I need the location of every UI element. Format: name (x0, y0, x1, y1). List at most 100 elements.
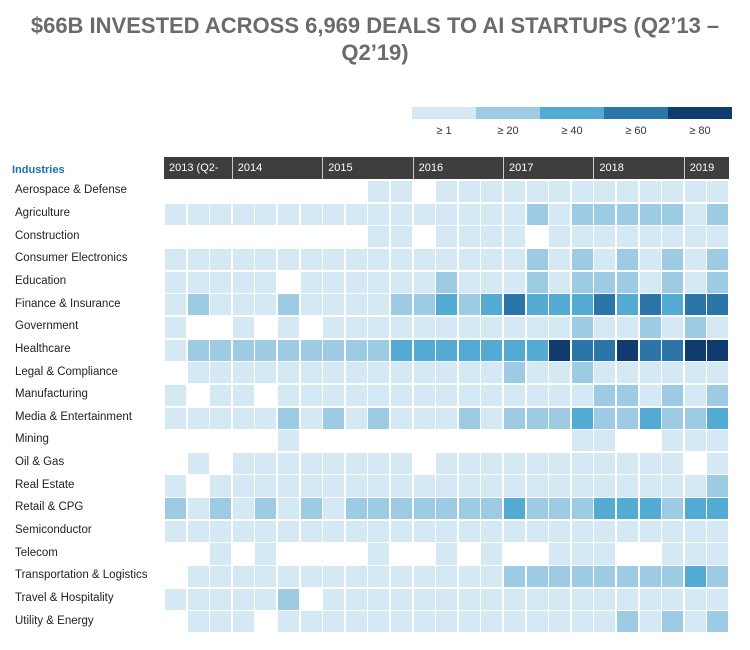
heatmap-cell (367, 406, 391, 430)
heatmap-cell (277, 338, 301, 362)
heatmap-cell (412, 474, 436, 498)
heatmap-cell (706, 587, 730, 611)
heatmap-cell (299, 270, 323, 294)
heatmap-cell (683, 293, 707, 317)
heatmap-cell (435, 406, 459, 430)
heatmap-cell (638, 451, 662, 475)
heatmap-cell (661, 293, 685, 317)
industry-label: Finance & Insurance (15, 297, 121, 310)
heatmap-cell (390, 247, 414, 272)
heatmap-cell (344, 451, 368, 475)
heatmap-cell (480, 451, 504, 475)
heatmap-cell (661, 202, 685, 226)
heatmap-cell (570, 202, 594, 226)
heatmap-cell (390, 338, 414, 362)
heatmap-cell (390, 225, 414, 249)
heatmap-cell (186, 293, 210, 317)
heatmap-cell (570, 587, 594, 611)
heatmap-cell (457, 225, 481, 249)
heatmap-cell (638, 338, 662, 362)
heatmap-cell (457, 293, 481, 317)
heatmap-cell (209, 519, 233, 543)
heatmap-cell (344, 202, 368, 226)
heatmap-cell (164, 474, 188, 498)
heatmap-cell (525, 180, 549, 204)
heatmap-cell (548, 202, 572, 226)
heatmap-cell (525, 338, 549, 362)
heatmap-cell (480, 383, 504, 407)
heatmap-cell (186, 361, 210, 385)
heatmap-cell (277, 451, 301, 475)
heatmap-cell (616, 474, 640, 498)
heatmap-cell (525, 383, 549, 407)
heatmap-cell (412, 610, 436, 634)
heatmap-cell (164, 293, 188, 317)
heatmap-cell (457, 497, 481, 521)
heatmap-cell (593, 406, 617, 430)
heatmap-cell (593, 270, 617, 294)
heatmap-cell (548, 361, 572, 385)
heatmap-cell (344, 247, 368, 272)
chart-title: $66B INVESTED ACROSS 6,969 DEALS TO AI S… (30, 13, 720, 65)
heatmap-cell (457, 610, 481, 634)
year-label: 2015 (322, 157, 412, 179)
heatmap-cell (706, 293, 730, 317)
heatmap-cell (661, 565, 685, 589)
heatmap-cell (367, 180, 391, 204)
heatmap-cell (593, 338, 617, 362)
legend-swatch (476, 107, 540, 119)
heatmap-cell (503, 519, 527, 543)
heatmap-cell (570, 293, 594, 317)
heatmap-cell (344, 565, 368, 589)
heatmap-cell (683, 202, 707, 226)
heatmap-cell (164, 519, 188, 543)
industry-label: Government (15, 320, 79, 333)
heatmap-cell (367, 293, 391, 317)
heatmap-cell (638, 180, 662, 204)
heatmap-cell (683, 383, 707, 407)
heatmap-cell (412, 202, 436, 226)
heatmap-cell (412, 293, 436, 317)
heatmap-cell (435, 519, 459, 543)
heatmap-cell (570, 474, 594, 498)
heatmap-cell (616, 519, 640, 543)
heatmap-cell (616, 587, 640, 611)
heatmap-cell (706, 315, 730, 340)
heatmap-cell (525, 361, 549, 385)
heatmap-cell (706, 383, 730, 407)
heatmap-cell (616, 270, 640, 294)
heatmap-cell (277, 293, 301, 317)
legend-swatch (540, 107, 604, 119)
heatmap-cell (570, 270, 594, 294)
heatmap-cell (480, 202, 504, 226)
heatmap-cell (367, 542, 391, 566)
heatmap-cell (706, 519, 730, 543)
heatmap-cell (344, 474, 368, 498)
heatmap-cell (322, 315, 346, 340)
industry-label: Telecom (15, 546, 58, 559)
heatmap-cell (367, 474, 391, 498)
heatmap-cell (548, 225, 572, 249)
heatmap-cell (299, 247, 323, 272)
heatmap-cell (344, 270, 368, 294)
industry-label: Real Estate (15, 478, 75, 491)
heatmap-cell (503, 270, 527, 294)
heatmap-cell (412, 565, 436, 589)
heatmap-cell (661, 474, 685, 498)
heatmap-cell (706, 225, 730, 249)
heatmap-cell (322, 519, 346, 543)
heatmap-cell (231, 406, 255, 430)
heatmap-cell (570, 451, 594, 475)
heatmap-cell (435, 361, 459, 385)
heatmap-cell (616, 225, 640, 249)
heatmap-cell (164, 247, 188, 272)
heatmap-cell (231, 361, 255, 385)
industry-label: Media & Entertainment (15, 410, 132, 423)
heatmap-cell (299, 202, 323, 226)
heatmap-cell (616, 610, 640, 634)
heatmap-cell (186, 497, 210, 521)
heatmap-cell (412, 497, 436, 521)
heatmap-cell (209, 474, 233, 498)
heatmap-cell (254, 270, 278, 294)
heatmap-cell (231, 202, 255, 226)
